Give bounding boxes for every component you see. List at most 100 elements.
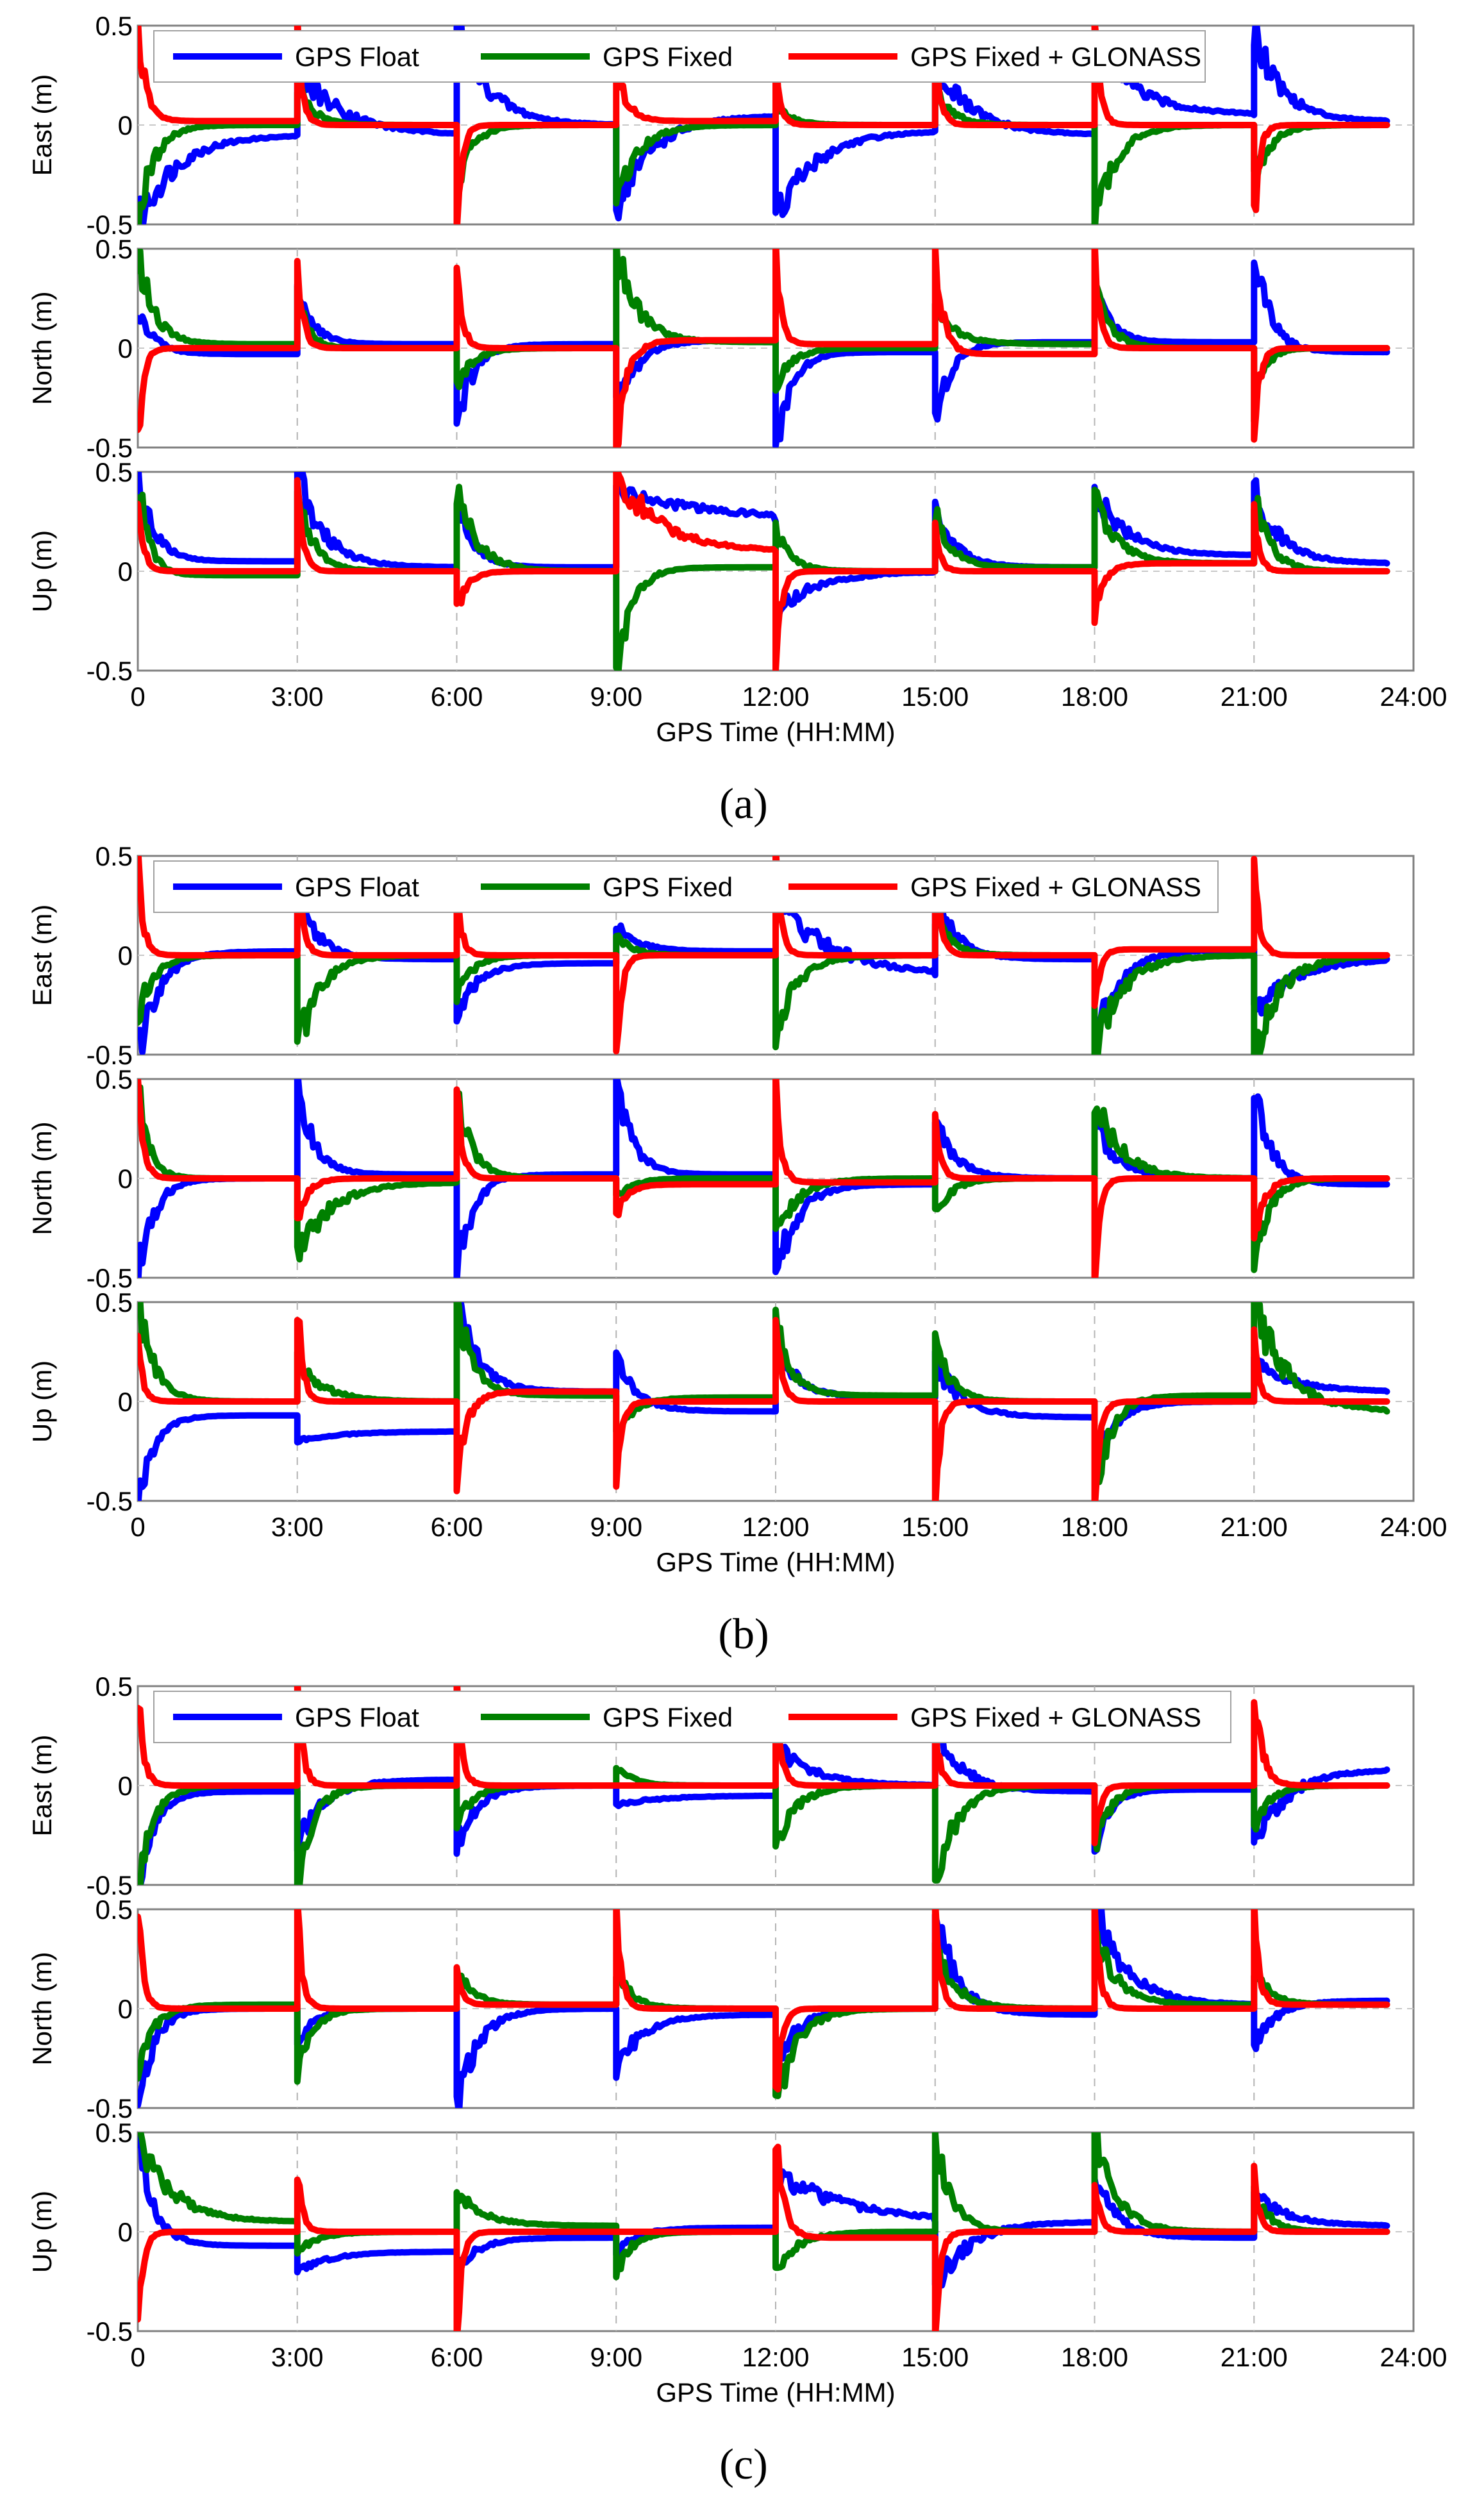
panel-east: 0.5 0 -0.5 East (m) GPS Float GPS Fixed GPS Fi… [27,1671,1415,1900]
figure-caption: (c) [719,2439,767,2488]
panel-north: 0.5 0 -0.5 North (m) [27,1895,1415,2123]
series-line-gps-fixed-glonass [138,1079,1390,1278]
panel-up: 0.5 0 -0.5 Up (m) [27,457,1415,686]
x-tick-label: 3:00 [271,1512,324,1542]
series-group [138,1302,1390,1501]
series-line-gps-fixed-glonass [138,472,1390,671]
panel-east: 0.5 0 -0.5 East (m) GPS Float GPS Fixed GPS Fi… [27,841,1415,1070]
y-axis-title: Up (m) [27,2191,57,2273]
y-tick-label: 0 [118,1387,133,1417]
y-tick-label: -0.5 [87,1040,133,1070]
y-tick-label: -0.5 [87,1263,133,1293]
x-tick-label: 0 [130,682,145,712]
legend-label: GPS Float [295,872,419,902]
legend-box [153,30,1206,83]
y-tick-label: -0.5 [87,210,133,240]
legend-label: GPS Fixed [603,42,733,72]
y-tick-label: 0.5 [96,1895,133,1925]
x-tick-label: 9:00 [590,1512,642,1542]
y-tick-label: -0.5 [87,2316,133,2347]
y-axis-title: East (m) [27,74,57,176]
x-tick-label: 6:00 [431,682,483,712]
x-tick-label: 3:00 [271,2342,324,2372]
series-line-gps-fixed-glonass [138,2143,1390,2331]
x-axis-title: GPS Time (HH:MM) [656,717,895,747]
x-tick-label: 24:00 [1380,682,1447,712]
y-tick-label: 0 [118,1994,133,2024]
series-line-gps-fixed-glonass [138,249,1390,448]
series-group [138,1079,1390,1278]
y-axis-title: East (m) [27,905,57,1007]
y-tick-label: -0.5 [87,1486,133,1516]
x-tick-label: 6:00 [431,2342,483,2372]
series-group [138,2132,1390,2331]
x-tick-label: 21:00 [1221,2342,1288,2372]
panel-north: 0.5 0 -0.5 North (m) [27,1064,1415,1293]
x-tick-label: 18:00 [1061,1512,1128,1542]
y-tick-label: 0.5 [96,11,133,41]
y-axis-title: Up (m) [27,530,57,612]
x-tick-label: 6:00 [431,1512,483,1542]
figure-caption: (b) [718,1609,769,1658]
y-tick-label: 0.5 [96,234,133,264]
y-tick-label: 0.5 [96,2118,133,2148]
legend-label: GPS Float [295,1702,419,1732]
y-tick-label: 0 [118,556,133,587]
y-axis-title: North (m) [27,1121,57,1235]
legend-label: GPS Fixed + GLONASS [910,872,1201,902]
legend: GPS Float GPS Fixed GPS Fixed + GLONASS [153,30,1206,83]
figure-caption: (a) [719,779,767,828]
x-tick-label: 0 [130,2342,145,2372]
series-group [138,472,1390,671]
panel-north: 0.5 0 -0.5 North (m) [27,234,1415,463]
y-tick-label: -0.5 [87,656,133,686]
y-axis-title: North (m) [27,1952,57,2065]
x-tick-label: 18:00 [1061,682,1128,712]
series-line-gps-fixed-glonass [138,1317,1390,1501]
x-tick-label: 18:00 [1061,2342,1128,2372]
x-axis-title: GPS Time (HH:MM) [656,2377,895,2407]
x-tick-label: 0 [130,1512,145,1542]
y-tick-label: 0.5 [96,1064,133,1094]
legend-label: GPS Float [295,42,419,72]
y-tick-label: 0 [118,333,133,364]
x-tick-label: 24:00 [1380,2342,1447,2372]
y-tick-label: -0.5 [87,433,133,463]
series-line-gps-fixed-glonass [138,1909,1390,2093]
panel-east: 0.5 0 -0.5 East (m) GPS Float GPS Fixed GPS Fi… [27,11,1415,240]
series-line-gps-float [138,26,1390,224]
x-tick-label: 21:00 [1221,1512,1288,1542]
y-tick-label: 0 [118,1164,133,1194]
x-tick-label: 12:00 [742,1512,809,1542]
x-tick-label: 3:00 [271,682,324,712]
series-group [138,26,1390,224]
y-tick-label: 0 [118,110,133,140]
panel-up: 0.5 0 -0.5 Up (m) [27,1287,1415,1516]
legend: GPS Float GPS Fixed GPS Fixed + GLONASS [153,1691,1231,1743]
x-tick-label: 12:00 [742,682,809,712]
y-tick-label: 0 [118,941,133,971]
x-tick-label: 12:00 [742,2342,809,2372]
legend-box [153,860,1219,913]
x-tick-label: 15:00 [901,682,969,712]
y-axis-title: East (m) [27,1735,57,1837]
legend-label: GPS Fixed + GLONASS [910,42,1201,72]
series-line-gps-fixed [138,917,1390,1055]
x-tick-label: 24:00 [1380,1512,1447,1542]
x-tick-label: 9:00 [590,682,642,712]
series-group [138,1909,1390,2108]
legend: GPS Float GPS Fixed GPS Fixed + GLONASS [153,860,1219,913]
legend-label: GPS Fixed [603,1702,733,1732]
panel-up: 0.5 0 -0.5 Up (m) [27,2118,1415,2347]
x-tick-label: 21:00 [1221,682,1288,712]
x-tick-label: 15:00 [901,2342,969,2372]
y-tick-label: 0.5 [96,841,133,871]
y-tick-label: 0 [118,2217,133,2247]
y-tick-label: 0.5 [96,1287,133,1318]
x-axis-title: GPS Time (HH:MM) [656,1547,895,1577]
series-line-gps-fixed-glonass [138,26,1390,224]
y-tick-label: -0.5 [87,2093,133,2123]
